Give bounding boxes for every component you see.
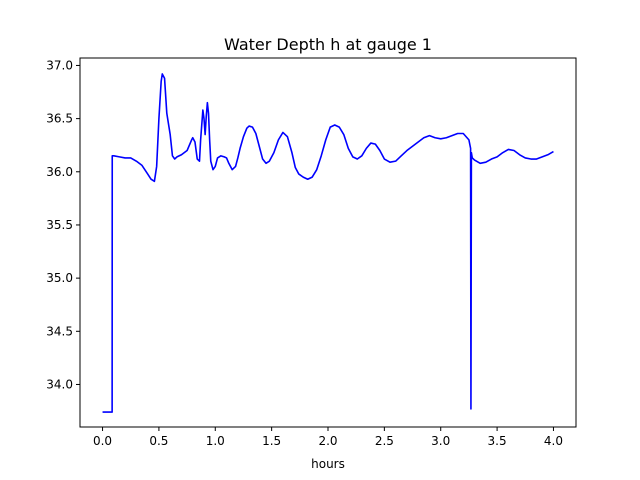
y-axis-ticks: 34.0 34.5 35.0 35.5 36.0 36.5 37.0 — [46, 58, 80, 391]
x-tick-label: 3.0 — [431, 434, 450, 448]
x-axis-ticks: 0.0 0.5 1.0 1.5 2.0 2.5 3.0 3.5 4.0 — [93, 427, 563, 448]
plot-area: 0.0 0.5 1.0 1.5 2.0 2.5 3.0 3.5 4.0 34.0 34.5 35.0… — [46, 57, 577, 448]
y-tick-label: 35.0 — [46, 271, 73, 285]
y-tick-label: 36.0 — [46, 165, 73, 179]
y-tick-label: 37.0 — [46, 58, 73, 72]
y-tick-label: 34.5 — [46, 324, 73, 338]
y-tick-label: 36.5 — [46, 112, 73, 126]
y-tick-label: 34.0 — [46, 377, 73, 391]
chart-title: Water Depth h at gauge 1 — [224, 35, 432, 54]
x-tick-label: 0.0 — [93, 434, 112, 448]
x-axis-label: hours — [311, 457, 345, 471]
x-tick-label: 4.0 — [544, 434, 563, 448]
x-tick-label: 1.0 — [206, 434, 225, 448]
x-tick-label: 0.5 — [149, 434, 168, 448]
x-tick-label: 3.5 — [488, 434, 507, 448]
water-depth-series-line — [102, 73, 554, 413]
x-tick-label: 2.0 — [318, 434, 337, 448]
x-tick-label: 1.5 — [262, 434, 281, 448]
y-tick-label: 35.5 — [46, 218, 73, 232]
x-tick-label: 2.5 — [375, 434, 394, 448]
